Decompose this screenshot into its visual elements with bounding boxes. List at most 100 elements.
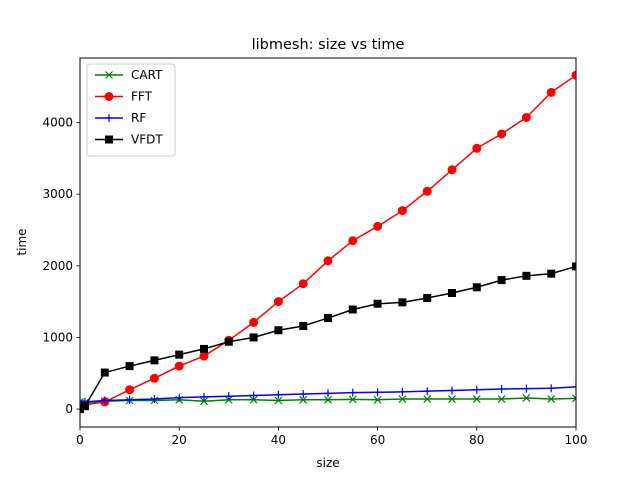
data-point-fft	[249, 317, 259, 327]
legend-marker-cart	[105, 71, 113, 79]
legend: CART FFT RF VFDT	[86, 63, 176, 157]
data-point-vfdt	[100, 368, 109, 377]
data-point-vfdt	[547, 269, 556, 278]
data-point-vfdt	[348, 305, 357, 314]
x-axis-label: size	[316, 456, 339, 470]
data-point-vfdt	[125, 362, 134, 371]
data-point-vfdt	[150, 356, 159, 365]
legend-label-vfdt: VFDT	[131, 133, 163, 147]
y-tick-label: 2000	[42, 259, 73, 273]
x-tick-label: 80	[469, 433, 484, 447]
data-point-rf	[249, 391, 258, 400]
data-point-fft	[149, 373, 159, 383]
legend-item-fft: FFT	[95, 90, 153, 104]
data-point-rf	[398, 387, 407, 396]
y-tick-label: 1000	[42, 330, 73, 344]
data-point-cart	[324, 395, 332, 404]
data-point-rf	[100, 396, 109, 405]
data-point-vfdt	[423, 294, 432, 303]
series-line-rf	[80, 386, 576, 403]
data-point-rf	[175, 393, 184, 402]
data-point-fft	[373, 221, 383, 231]
x-tick-label: 60	[370, 433, 385, 447]
data-point-rf	[80, 397, 84, 406]
x-tick-label: 20	[172, 433, 187, 447]
data-point-cart	[348, 395, 357, 404]
data-point-cart	[497, 395, 506, 403]
data-point-vfdt	[373, 299, 382, 308]
series-group	[80, 70, 576, 414]
data-point-cart	[547, 395, 556, 403]
series-line-fft	[80, 74, 576, 409]
data-point-cart	[448, 395, 456, 403]
legend-marker-vfdt	[105, 135, 113, 144]
data-point-cart	[423, 395, 432, 403]
legend-marker-fft	[104, 92, 114, 101]
data-point-fft	[348, 236, 358, 246]
legend-label-fft: FFT	[131, 90, 153, 104]
data-point-fft	[546, 87, 556, 97]
data-point-vfdt	[224, 337, 233, 346]
y-axis-label: time	[15, 228, 29, 255]
legend-marker-rf	[105, 114, 113, 122]
data-point-cart	[472, 395, 481, 403]
legend-item-rf: RF	[95, 111, 146, 125]
data-point-vfdt	[522, 271, 531, 280]
legend-label-cart: CART	[131, 68, 163, 82]
data-point-vfdt	[398, 298, 407, 307]
data-point-vfdt	[175, 350, 184, 359]
data-point-vfdt	[200, 344, 208, 353]
data-point-vfdt	[572, 262, 576, 271]
data-point-vfdt	[497, 276, 506, 285]
y-tick-label: 3000	[42, 187, 73, 201]
data-point-fft	[472, 143, 482, 153]
legend-label-rf: RF	[131, 111, 146, 125]
data-point-rf	[274, 390, 283, 399]
data-point-rf	[348, 388, 357, 397]
data-point-fft	[298, 279, 308, 289]
plot-area	[80, 70, 576, 414]
series-line-cart	[80, 397, 576, 404]
data-point-rf	[125, 395, 134, 404]
data-point-fft	[125, 385, 135, 395]
data-point-cart	[299, 395, 308, 404]
data-point-cart	[274, 396, 283, 405]
data-point-rf	[150, 395, 159, 404]
data-point-rf	[448, 386, 456, 395]
data-point-fft	[422, 186, 432, 196]
data-point-vfdt	[80, 402, 89, 411]
data-point-rf	[373, 388, 382, 397]
x-tick-label: 40	[271, 433, 286, 447]
data-point-cart	[200, 397, 208, 406]
series-line-vfdt	[80, 265, 576, 410]
data-point-fft	[174, 361, 184, 371]
legend-item-cart: CART	[95, 68, 163, 82]
data-point-cart	[249, 395, 258, 404]
data-point-fft	[497, 129, 507, 139]
legend-item-vfdt: VFDT	[95, 133, 163, 147]
data-point-fft	[571, 70, 576, 80]
data-point-fft	[323, 256, 333, 266]
data-point-fft	[273, 297, 283, 307]
legend-box	[86, 63, 176, 157]
data-point-fft	[521, 112, 531, 122]
data-point-cart	[522, 394, 531, 402]
chart-title: libmesh: size vs time	[252, 37, 405, 53]
data-point-vfdt	[274, 326, 283, 335]
data-point-rf	[522, 384, 531, 393]
data-point-rf	[200, 392, 208, 401]
data-point-rf	[324, 389, 332, 398]
data-point-cart	[373, 395, 382, 404]
data-point-cart	[398, 395, 407, 403]
data-point-rf	[299, 390, 308, 399]
y-tick-label: 4000	[42, 115, 73, 129]
x-tick-label: 100	[565, 433, 588, 447]
x-tick-label: 0	[76, 433, 84, 447]
data-point-vfdt	[299, 321, 308, 330]
data-point-vfdt	[249, 333, 258, 342]
axes-frame	[79, 57, 577, 428]
data-point-rf	[224, 392, 233, 401]
data-point-vfdt	[324, 314, 332, 323]
